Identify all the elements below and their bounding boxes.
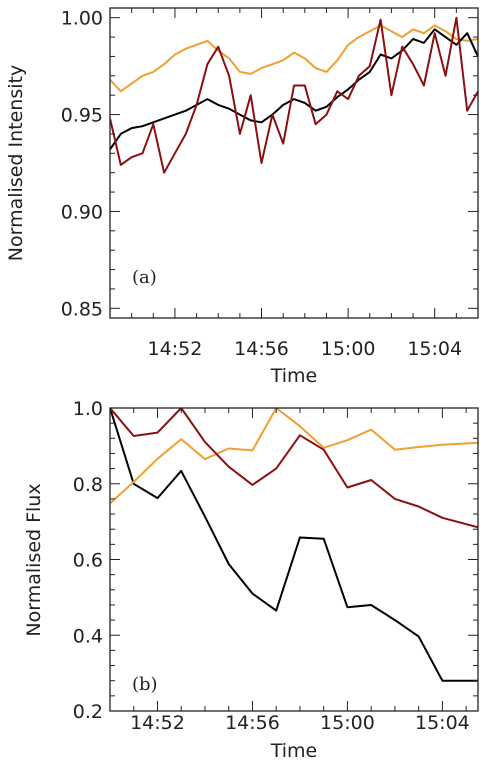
y-tick-label: 0.90 bbox=[61, 201, 103, 223]
y-tick-label: 0.95 bbox=[61, 105, 103, 127]
x-tick-label: 15:04 bbox=[415, 712, 470, 734]
series-line-3 bbox=[110, 408, 478, 529]
y-axis-label: Normalised Flux bbox=[23, 483, 45, 636]
series-line-2 bbox=[110, 408, 478, 505]
y-tick-label: 0.8 bbox=[73, 474, 103, 496]
y-tick-label: 0.4 bbox=[73, 625, 103, 647]
series-line-3 bbox=[110, 16, 478, 174]
panel-label: (b) bbox=[132, 674, 158, 695]
x-tick-label: 14:56 bbox=[225, 712, 280, 734]
chart-panel-b: 14:52 14:56 15:00 15:04 0.2 0.4 0.6 0.8 1.0 Time N… bbox=[23, 398, 479, 762]
series-line-1 bbox=[110, 24, 478, 93]
chart-panel-a: 14:52 14:56 15:00 15:04 0.85 0.90 0.95 1.00 Time… bbox=[5, 7, 479, 387]
x-axis-label: Time bbox=[270, 740, 318, 762]
y-tick-label: 0.85 bbox=[61, 298, 103, 320]
x-tick-label: 14:52 bbox=[130, 712, 185, 734]
x-axis-label: Time bbox=[270, 365, 318, 387]
y-axis-label: Normalised Intensity bbox=[5, 65, 27, 261]
x-tick-label: 15:00 bbox=[320, 712, 375, 734]
y-tick-label: 1.0 bbox=[73, 398, 103, 420]
x-tick-label: 15:04 bbox=[407, 338, 462, 360]
y-tick-label: 0.6 bbox=[73, 550, 103, 572]
series-line-1 bbox=[110, 408, 478, 682]
x-tick-label: 15:00 bbox=[321, 338, 376, 360]
x-tick-label: 14:56 bbox=[234, 338, 289, 360]
y-tick-label: 0.2 bbox=[73, 701, 103, 723]
panel-label: (a) bbox=[132, 267, 157, 288]
plot-frame bbox=[109, 7, 479, 319]
x-tick-label: 14:52 bbox=[148, 338, 203, 360]
series-line-2 bbox=[110, 28, 478, 150]
y-tick-label: 1.00 bbox=[61, 8, 103, 30]
